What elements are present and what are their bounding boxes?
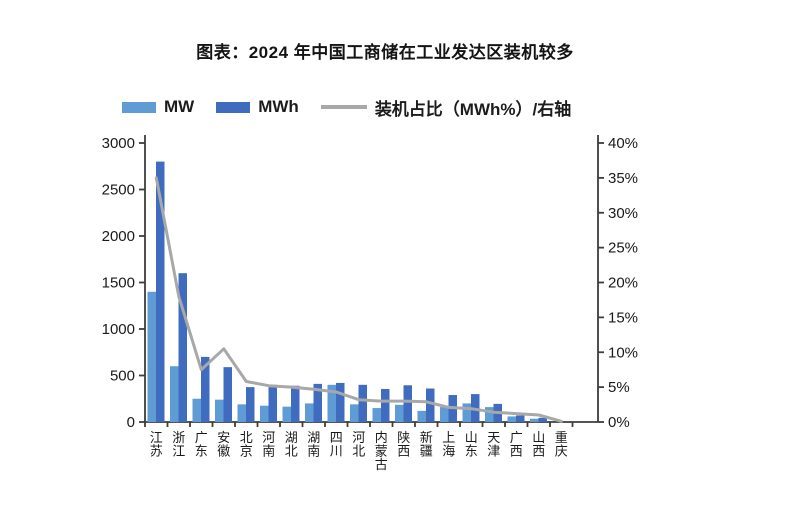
y-tick-label: 500 bbox=[110, 368, 135, 385]
bar-mwh-湖南 bbox=[313, 383, 322, 422]
category-label-内蒙古: 内蒙古 bbox=[375, 430, 388, 472]
bar-mwh-河北 bbox=[358, 384, 367, 422]
category-label-四川: 四川 bbox=[330, 430, 343, 459]
bar-mw-湖南 bbox=[305, 403, 314, 422]
bar-mw-新疆 bbox=[417, 410, 426, 422]
bar-mwh-安徽 bbox=[223, 367, 232, 422]
y-tick-label: 0 bbox=[127, 414, 135, 431]
y-tick-label: 3000 bbox=[102, 135, 135, 152]
category-label-湖北: 湖北 bbox=[285, 430, 298, 459]
category-label-重庆: 重庆 bbox=[555, 430, 568, 459]
bar-mw-河北 bbox=[350, 404, 359, 422]
legend-swatch-share-line bbox=[320, 105, 367, 109]
legend-item-mwh: MWh bbox=[216, 97, 299, 117]
category-label-新疆: 新疆 bbox=[420, 430, 433, 459]
bar-mwh-广东 bbox=[201, 356, 210, 422]
category-label-河南: 河南 bbox=[262, 430, 275, 459]
category-label-安徽: 安徽 bbox=[217, 430, 230, 459]
category-label-天津: 天津 bbox=[487, 430, 500, 459]
right-tick-label: 20% bbox=[608, 275, 638, 292]
right-tick-label: 5% bbox=[608, 379, 630, 396]
y-tick-label: 2000 bbox=[102, 228, 135, 245]
right-tick-label: 40% bbox=[608, 135, 638, 152]
bar-mwh-江苏 bbox=[156, 161, 165, 422]
right-tick-label: 30% bbox=[608, 205, 638, 222]
bar-mw-广西 bbox=[507, 416, 516, 422]
bar-mw-广东 bbox=[192, 398, 201, 422]
category-label-上海: 上海 bbox=[442, 430, 455, 459]
bar-mw-上海 bbox=[440, 407, 449, 422]
bar-mw-四川 bbox=[327, 384, 336, 422]
bar-mwh-浙江 bbox=[178, 273, 187, 422]
bar-mw-河南 bbox=[260, 405, 269, 422]
bar-mw-湖北 bbox=[282, 406, 291, 422]
category-label-陕西: 陕西 bbox=[397, 430, 410, 459]
bar-mwh-陕西 bbox=[403, 385, 412, 422]
bar-mwh-四川 bbox=[336, 382, 345, 422]
category-label-湖南: 湖南 bbox=[307, 430, 320, 459]
right-tick-label: 35% bbox=[608, 170, 638, 187]
chart-legend: MW MWh 装机占比（MWh%）/右轴 bbox=[122, 95, 593, 120]
legend-swatch-mwh bbox=[216, 101, 251, 113]
chart-title: 图表：2024 年中国工商储在工业发达区装机较多 bbox=[196, 43, 574, 62]
category-label-浙江: 浙江 bbox=[172, 430, 185, 459]
category-label-山西: 山西 bbox=[532, 430, 545, 459]
category-label-河北: 河北 bbox=[352, 430, 365, 459]
y-tick-label: 1500 bbox=[102, 275, 135, 292]
bar-mw-江苏 bbox=[147, 291, 156, 422]
legend-swatch-mw bbox=[122, 101, 156, 113]
bar-mw-陕西 bbox=[395, 404, 404, 422]
bar-mwh-新疆 bbox=[426, 388, 435, 422]
legend-label-mw: MW bbox=[164, 97, 195, 116]
bar-mw-浙江 bbox=[170, 366, 179, 422]
bar-mw-山西 bbox=[530, 418, 539, 422]
category-label-山东: 山东 bbox=[465, 430, 478, 459]
y-tick-label: 1000 bbox=[102, 321, 135, 338]
bar-mw-山东 bbox=[462, 403, 471, 422]
category-label-广西: 广西 bbox=[510, 430, 523, 459]
bar-mwh-河南 bbox=[268, 384, 277, 422]
y-tick-label: 2500 bbox=[102, 182, 135, 199]
legend-item-share-line: 装机占比（MWh%）/右轴 bbox=[320, 95, 572, 120]
category-label-北京: 北京 bbox=[240, 430, 253, 459]
category-label-广东: 广东 bbox=[195, 430, 208, 459]
bar-mwh-广西 bbox=[516, 415, 525, 422]
bar-mw-安徽 bbox=[215, 399, 224, 422]
share-line bbox=[154, 176, 563, 423]
right-tick-label: 25% bbox=[608, 240, 638, 257]
legend-label-share-line: 装机占比（MWh%）/右轴 bbox=[374, 99, 572, 119]
bar-mwh-山西 bbox=[538, 417, 547, 422]
category-label-江苏: 江苏 bbox=[150, 430, 163, 459]
right-tick-label: 15% bbox=[608, 309, 638, 326]
bar-mwh-内蒙古 bbox=[381, 388, 390, 422]
bar-mw-天津 bbox=[485, 407, 494, 422]
legend-label-mwh: MWh bbox=[258, 97, 299, 116]
bar-mwh-湖北 bbox=[291, 385, 300, 422]
bar-mwh-北京 bbox=[246, 387, 255, 422]
right-tick-label: 0% bbox=[608, 414, 630, 431]
right-tick-label: 10% bbox=[608, 344, 638, 361]
legend-item-mw: MW bbox=[122, 97, 194, 117]
bar-mw-北京 bbox=[237, 404, 246, 422]
chart-plot: 3000 2500 2000 1500 1000 500 0 40% 35% 30% 25% 20% 1… bbox=[85, 125, 685, 518]
bar-mw-内蒙古 bbox=[372, 408, 381, 422]
